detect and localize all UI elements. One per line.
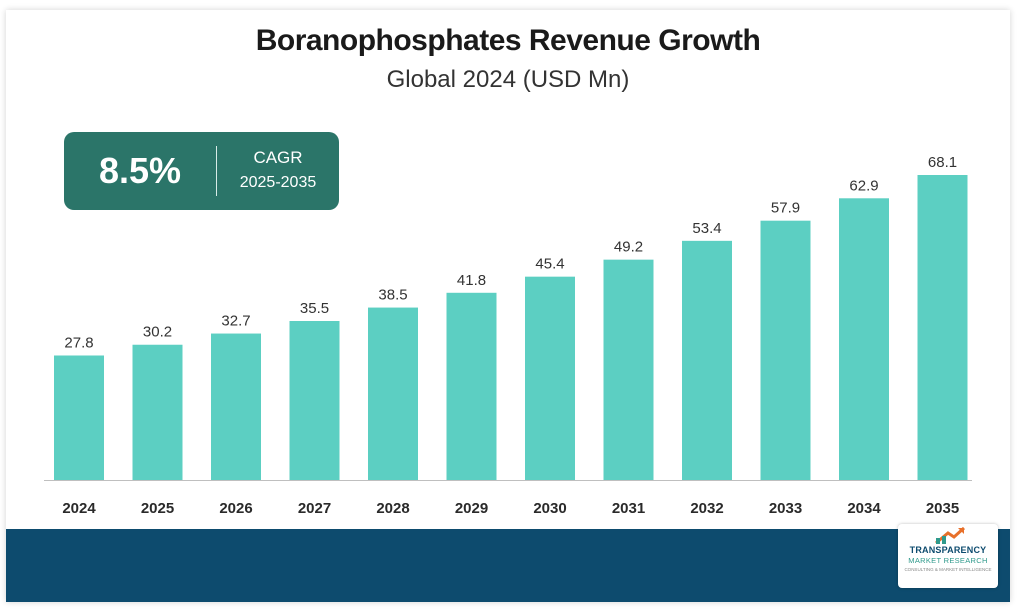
data-label-2031: 49.2 xyxy=(614,239,643,256)
bar-2031 xyxy=(603,259,654,480)
bar-2032 xyxy=(682,240,732,480)
data-label-2029: 41.8 xyxy=(457,272,486,289)
data-label-2033: 57.9 xyxy=(771,200,800,217)
cagr-label: CAGR xyxy=(253,148,303,167)
logo-line-3: CONSULTING & MARKET INTELLIGENCE xyxy=(904,567,992,572)
cagr-divider xyxy=(216,146,217,196)
x-tick-label-2026: 2026 xyxy=(219,500,252,517)
x-tick-label-2024: 2024 xyxy=(62,500,96,517)
data-label-2025: 30.2 xyxy=(143,324,172,341)
footer-band xyxy=(6,529,1010,602)
data-label-2030: 45.4 xyxy=(535,256,564,273)
data-label-2024: 27.8 xyxy=(64,334,93,351)
chart-subtitle: Global 2024 (USD Mn) xyxy=(386,66,630,93)
bar-2026 xyxy=(211,333,261,480)
x-tick-label-2027: 2027 xyxy=(298,500,331,517)
bar-2024 xyxy=(54,355,104,480)
bar-2034 xyxy=(839,198,889,480)
bar-2029 xyxy=(446,292,497,480)
x-tick-label-2029: 2029 xyxy=(455,500,488,517)
x-tick-label-2028: 2028 xyxy=(376,500,409,517)
x-tick-label-2030: 2030 xyxy=(533,500,566,517)
x-tick-label-2032: 2032 xyxy=(690,500,723,517)
data-label-2032: 53.4 xyxy=(692,220,721,237)
bar-2035 xyxy=(917,175,968,480)
data-label-2035: 68.1 xyxy=(928,154,957,171)
chart-panel: Boranophosphates Revenue Growth Global 2… xyxy=(6,10,1010,602)
data-label-2028: 38.5 xyxy=(378,287,407,304)
bar-2030 xyxy=(525,276,575,480)
x-tick-label-2031: 2031 xyxy=(612,500,645,517)
chart-title: Boranophosphates Revenue Growth xyxy=(255,24,761,57)
logo-line-1: TRANSPARENCY xyxy=(909,545,987,555)
bar-2027 xyxy=(289,321,340,480)
bar-2033 xyxy=(760,220,811,481)
x-tick-label-2035: 2035 xyxy=(926,500,959,517)
data-label-2026: 32.7 xyxy=(221,313,250,330)
cagr-period: 2025-2035 xyxy=(239,174,317,191)
data-label-2034: 62.9 xyxy=(849,177,878,194)
bar-2028 xyxy=(368,307,418,480)
data-label-2027: 35.5 xyxy=(300,300,329,317)
company-logo: TRANSPARENCY MARKET RESEARCH CONSULTING … xyxy=(898,524,998,588)
arrow-logo-icon xyxy=(935,526,966,545)
x-tick-label-2033: 2033 xyxy=(769,500,802,517)
cagr-value: 8.5% xyxy=(98,150,182,191)
bar-2025 xyxy=(132,344,183,480)
logo-line-2: MARKET RESEARCH xyxy=(908,556,988,565)
cagr-badge: 8.5% CAGR 2025-2035 xyxy=(64,132,339,210)
x-tick-label-2025: 2025 xyxy=(141,500,174,517)
x-tick-label-2034: 2034 xyxy=(847,500,881,517)
bar-chart: 27.8 2024 30.2 2025 32.7 2026 35.5 2027 38.5 2028… xyxy=(44,154,972,517)
